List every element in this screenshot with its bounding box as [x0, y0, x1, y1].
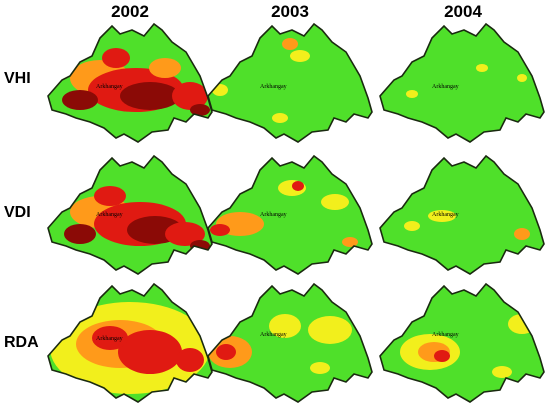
drought-patch-mild: [406, 90, 418, 98]
year-header-2003: 2003: [271, 2, 309, 21]
drought-patch-moderate: [282, 38, 298, 50]
region-label: Arkhangay: [432, 332, 459, 338]
drought-patch-moderate: [342, 237, 358, 247]
map-rda-2002: Arkhangay: [47, 282, 213, 403]
drought-patch-severe: [176, 348, 204, 372]
province-outline: [207, 22, 373, 143]
map-vdi-2004: Arkhangay: [379, 154, 545, 275]
row-label-vdi: VDI: [4, 204, 31, 221]
province-fill: [380, 156, 544, 274]
year-header-2002: 2002: [111, 2, 149, 21]
region-label: Arkhangay: [96, 84, 123, 90]
map-vhi-2002: Arkhangay: [47, 22, 213, 143]
drought-patch-severe: [434, 350, 450, 362]
drought-patch-moderate: [149, 58, 181, 78]
province-outline: [207, 282, 373, 403]
drought-patch-mild: [272, 113, 288, 123]
region-label: Arkhangay: [96, 336, 123, 342]
drought-patch-mild: [404, 221, 420, 231]
drought-patch-severe: [118, 330, 182, 374]
drought-patch-mild: [492, 366, 512, 378]
region-label: Arkhangay: [260, 84, 287, 90]
drought-patch-mild: [308, 316, 352, 344]
drought-patch-severe: [216, 344, 236, 360]
drought-patch-mild: [310, 362, 330, 374]
row-label-rda: RDA: [4, 334, 39, 351]
drought-patch-extreme: [64, 224, 96, 244]
province-fill: [380, 24, 544, 142]
row-label-vhi: VHI: [4, 70, 31, 87]
map-vhi-2004: Arkhangay: [379, 22, 545, 143]
drought-patch-mild: [476, 64, 488, 72]
drought-patch-mild: [508, 314, 536, 334]
province-fill: [208, 284, 372, 402]
region-label: Arkhangay: [260, 332, 287, 338]
drought-patch-mild: [321, 194, 349, 210]
drought-patch-mild: [212, 84, 228, 96]
drought-patch-severe: [92, 326, 128, 350]
drought-patch-severe: [172, 82, 208, 110]
drought-patch-extreme: [190, 104, 210, 116]
province-outline: [379, 282, 545, 403]
drought-patch-extreme: [120, 82, 180, 110]
drought-patch-severe: [94, 186, 126, 206]
drought-patch-mild: [290, 50, 310, 62]
province-outline: [379, 22, 545, 143]
drought-patch-mild: [269, 314, 301, 338]
drought-patch-severe: [210, 224, 230, 236]
map-vdi-2003: Arkhangay: [207, 154, 373, 275]
province-outline: [379, 154, 545, 275]
region-label: Arkhangay: [96, 212, 123, 218]
drought-patch-mild: [517, 74, 527, 82]
region-label: Arkhangay: [432, 212, 459, 218]
province-fill: [208, 24, 372, 142]
province-outline: [207, 154, 373, 275]
region-label: Arkhangay: [260, 212, 287, 218]
drought-patch-severe: [102, 48, 130, 68]
drought-patch-mild: [428, 210, 456, 222]
region-label: Arkhangay: [432, 84, 459, 90]
drought-patch-severe: [165, 222, 205, 246]
map-rda-2004: Arkhangay: [379, 282, 545, 403]
drought-patch-severe: [292, 181, 304, 191]
drought-patch-extreme: [62, 90, 98, 110]
map-rda-2003: Arkhangay: [207, 282, 373, 403]
drought-patch-moderate: [514, 228, 530, 240]
map-vdi-2002: Arkhangay: [47, 154, 213, 275]
map-vhi-2003: Arkhangay: [207, 22, 373, 143]
year-header-2004: 2004: [444, 2, 482, 21]
province-fill: [208, 156, 372, 274]
